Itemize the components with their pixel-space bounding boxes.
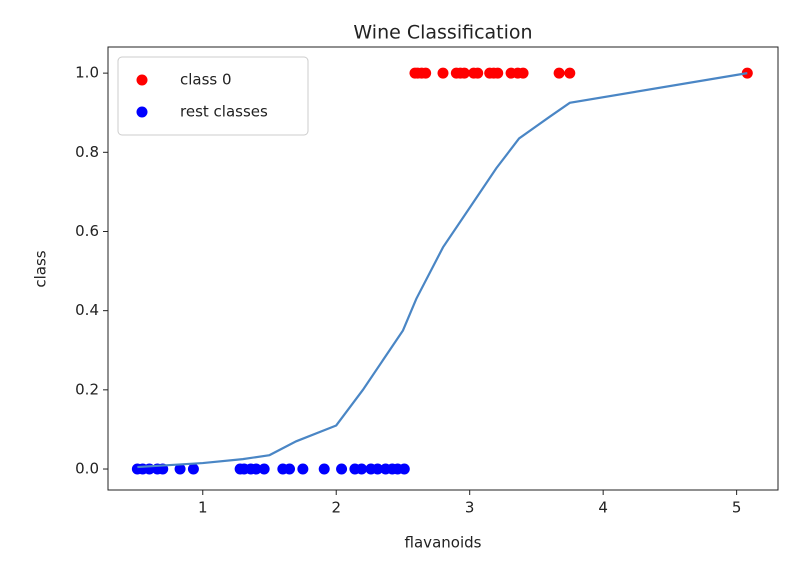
y-axis-label: class (32, 250, 50, 287)
x-tick-label: 5 (732, 499, 742, 517)
point (492, 67, 504, 79)
point (187, 463, 199, 475)
y-tick-label: 0.2 (75, 380, 99, 398)
y-tick-label: 0.8 (75, 143, 99, 161)
point (564, 67, 576, 79)
point (437, 67, 449, 79)
y-tick-label: 0.0 (75, 460, 99, 478)
plot-frame (107, 46, 779, 491)
legend-marker (136, 74, 148, 86)
point (472, 67, 484, 79)
legend-label: class 0 (180, 71, 232, 89)
point (297, 463, 309, 475)
y-tick-label: 1.0 (75, 64, 99, 82)
point (174, 463, 186, 475)
point (336, 463, 348, 475)
point (553, 67, 565, 79)
point (398, 463, 410, 475)
legend-label: rest classes (180, 103, 268, 121)
point (250, 463, 262, 475)
x-tick-label: 4 (598, 499, 608, 517)
y-tick-label: 0.6 (75, 222, 99, 240)
x-tick-label: 2 (331, 499, 341, 517)
point (420, 67, 432, 79)
point (258, 463, 270, 475)
x-tick-label: 1 (198, 499, 208, 517)
fit-line (137, 72, 748, 469)
legend-marker (136, 106, 148, 118)
point (458, 67, 470, 79)
point (318, 463, 330, 475)
y-tick-label: 0.4 (75, 301, 99, 319)
x-axis-label: flavanoids (405, 534, 482, 552)
point (517, 67, 529, 79)
chart-title: Wine Classification (353, 22, 532, 44)
point (356, 463, 368, 475)
point (372, 463, 384, 475)
x-tick-label: 3 (465, 499, 475, 517)
legend-box (117, 56, 309, 136)
point (284, 463, 296, 475)
